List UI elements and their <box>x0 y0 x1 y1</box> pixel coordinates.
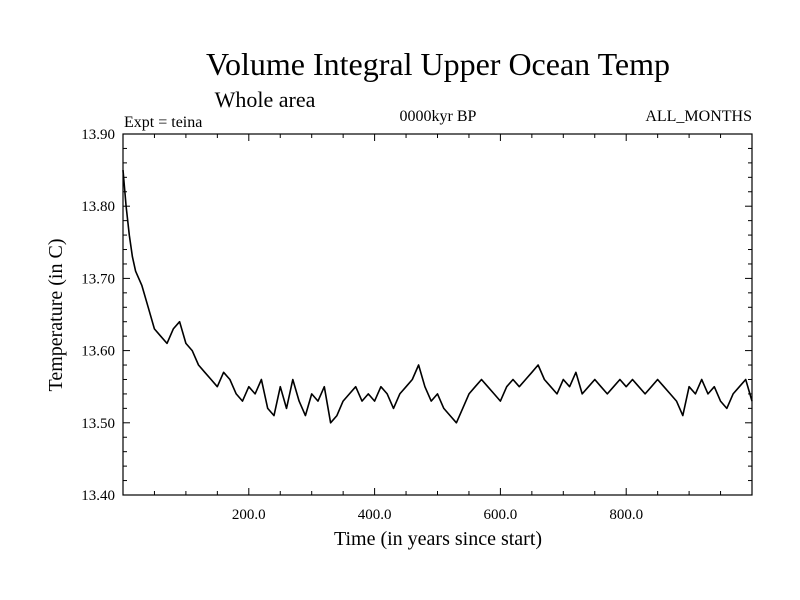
plot-frame <box>122 133 753 496</box>
x-axis: 200.0 400.0 600.0 800.0 <box>122 134 753 523</box>
y-tick-label: 13.40 <box>81 488 115 504</box>
x-tick-label: 200.0 <box>232 507 266 523</box>
period-label: 0000kyr BP <box>400 108 477 125</box>
chart-subtitle: Whole area <box>215 87 316 112</box>
x-tick-label: 800.0 <box>609 507 643 523</box>
y-tick-label: 13.90 <box>81 127 115 143</box>
series-line-teina <box>122 170 753 424</box>
x-tick-label: 400.0 <box>358 507 392 523</box>
y-tick-label: 13.70 <box>81 271 115 287</box>
y-tick-label: 13.50 <box>81 416 115 432</box>
x-axis-label: Time (in years since start) <box>334 528 542 550</box>
y-axis-label: Temperature (in C) <box>45 239 67 392</box>
experiment-label: Expt = teina <box>124 114 202 131</box>
months-label: ALL_MONTHS <box>645 108 752 125</box>
y-tick-label: 13.80 <box>81 199 115 215</box>
x-tick-label: 600.0 <box>484 507 518 523</box>
chart-title: Volume Integral Upper Ocean Temp <box>206 46 670 82</box>
y-tick-label: 13.60 <box>81 344 115 360</box>
y-axis: 13.40 13.50 13.60 13.70 13.80 13.90 <box>81 127 752 504</box>
